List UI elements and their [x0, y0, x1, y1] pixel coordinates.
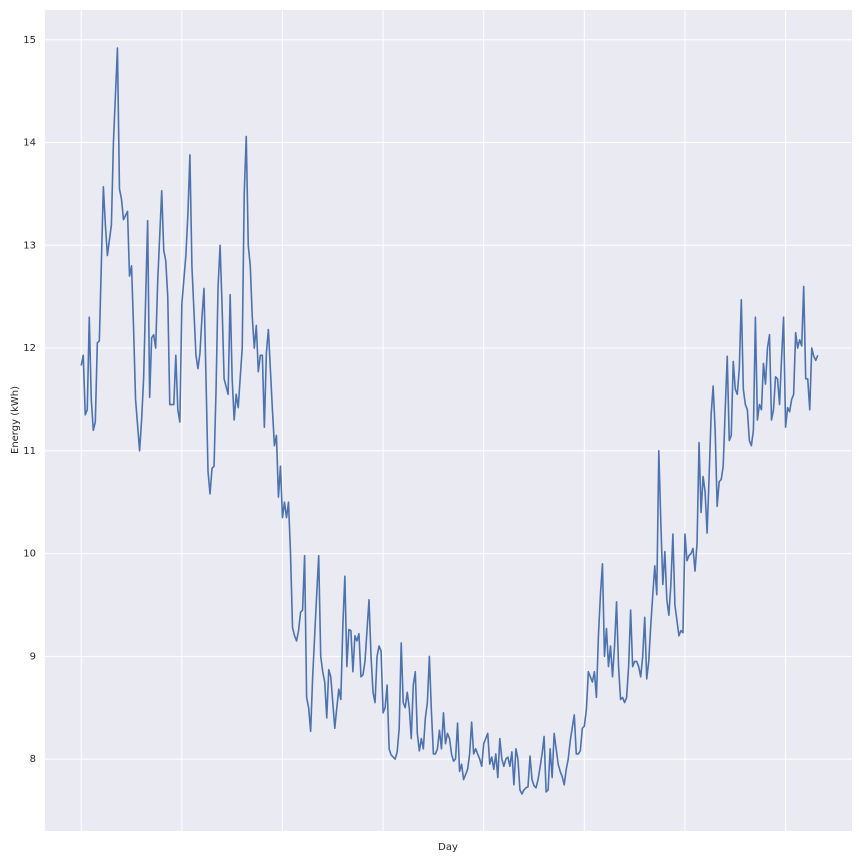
- y-tick-label: 9: [30, 651, 36, 662]
- y-tick-label: 8: [30, 754, 36, 765]
- y-tick-label: 15: [23, 35, 36, 46]
- y-tick-label: 11: [23, 446, 36, 457]
- y-tick-label: 14: [23, 138, 36, 149]
- y-axis-label: Energy (kWh): [10, 386, 21, 454]
- y-tick-label: 12: [23, 343, 36, 354]
- y-tick-label: 10: [23, 549, 36, 560]
- x-axis-label: Day: [438, 842, 458, 853]
- y-tick-label: 13: [23, 240, 36, 251]
- data-line: [80, 47, 819, 795]
